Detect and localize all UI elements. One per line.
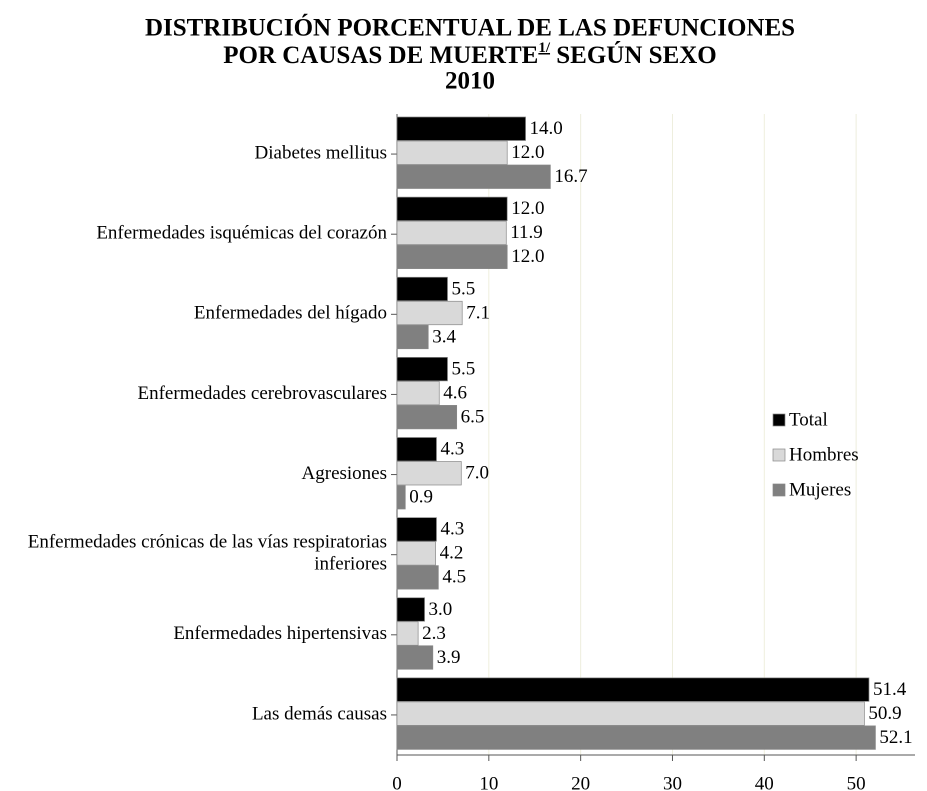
value-label: 52.1 — [879, 727, 912, 748]
bar — [396, 140, 508, 165]
y-tick-label: Diabetes mellitus — [255, 142, 387, 163]
bar — [396, 244, 508, 269]
bar — [396, 324, 429, 350]
y-tick-label: Las demás causas — [252, 703, 387, 724]
bar — [396, 357, 448, 382]
legend-label: Mujeres — [789, 479, 851, 500]
bar — [396, 485, 406, 510]
x-tick-label: 30 — [663, 773, 682, 791]
x-tick-label: 20 — [571, 773, 590, 791]
bar — [396, 405, 458, 430]
title-note: 1/ — [538, 40, 551, 56]
bar — [396, 276, 448, 302]
y-tick-label: Enfermedades crónicas de las vías respir… — [28, 532, 387, 575]
legend-swatch — [772, 413, 786, 427]
value-label: 7.1 — [466, 302, 490, 323]
label-line: Enfermedades crónicas de las vías respir… — [28, 532, 387, 553]
value-label: 12.0 — [511, 142, 544, 163]
value-label: 6.5 — [461, 406, 485, 427]
chart-subtitle: 2010 — [445, 68, 495, 95]
x-tick-label: 0 — [392, 773, 402, 791]
value-label: 4.6 — [443, 382, 467, 403]
x-tick-label: 50 — [847, 773, 866, 791]
y-tick-label: Enfermedades isquémicas del corazón — [96, 223, 387, 244]
value-label: 14.0 — [530, 118, 563, 139]
value-label: 12.0 — [511, 198, 544, 219]
bar — [396, 517, 437, 542]
label-line: inferiores — [314, 554, 387, 575]
bar — [396, 701, 865, 726]
title-text: SEGÚN SEXO — [550, 41, 717, 69]
value-label: 51.4 — [873, 679, 907, 700]
title-text: POR CAUSAS DE MUERTE — [223, 42, 538, 69]
value-label: 3.0 — [429, 599, 453, 620]
bar — [396, 621, 419, 646]
value-label: 11.9 — [510, 222, 543, 243]
bar — [396, 725, 876, 750]
bar — [396, 645, 434, 670]
bar — [396, 196, 508, 221]
y-tick-label: Enfermedades del hígado — [194, 303, 387, 324]
bar — [396, 565, 439, 590]
value-label: 50.9 — [868, 703, 901, 724]
legend-swatch — [772, 448, 786, 462]
y-tick-label: Enfermedades cerebrovasculares — [138, 383, 388, 404]
value-label: 3.4 — [432, 326, 456, 347]
value-label: 12.0 — [511, 246, 544, 267]
value-label: 4.2 — [440, 543, 464, 564]
value-label: 0.9 — [409, 487, 433, 508]
bar — [396, 541, 436, 566]
y-tick-label: Enfermedades hipertensivas — [173, 623, 387, 644]
bar — [396, 597, 425, 622]
y-tick-label: Agresiones — [302, 463, 387, 484]
value-label: 2.3 — [422, 623, 446, 644]
chart-title: POR CAUSAS DE MUERTE1/ SEGÚN SEXO — [223, 40, 717, 68]
value-label: 16.7 — [554, 166, 587, 187]
x-tick-label: 40 — [755, 773, 774, 791]
bar — [396, 300, 463, 326]
value-label: 5.5 — [452, 278, 476, 299]
value-label: 5.5 — [452, 358, 476, 379]
bar — [396, 164, 551, 189]
bar — [396, 381, 440, 406]
legend-label: Hombres — [789, 444, 859, 465]
value-label: 7.0 — [465, 463, 489, 484]
value-label: 4.3 — [440, 519, 464, 540]
value-label: 4.3 — [440, 439, 464, 460]
bar — [396, 461, 462, 486]
value-label: 4.5 — [442, 567, 466, 588]
value-label: 3.9 — [437, 647, 461, 668]
bar — [396, 220, 507, 245]
chart-title: DISTRIBUCIÓN PORCENTUAL DE LAS DEFUNCION… — [145, 14, 795, 42]
bar — [396, 677, 870, 702]
x-tick-label: 10 — [479, 773, 498, 791]
legend-swatch — [772, 483, 786, 497]
legend-label: Total — [789, 409, 828, 430]
bar — [396, 437, 437, 462]
bar — [396, 116, 526, 141]
